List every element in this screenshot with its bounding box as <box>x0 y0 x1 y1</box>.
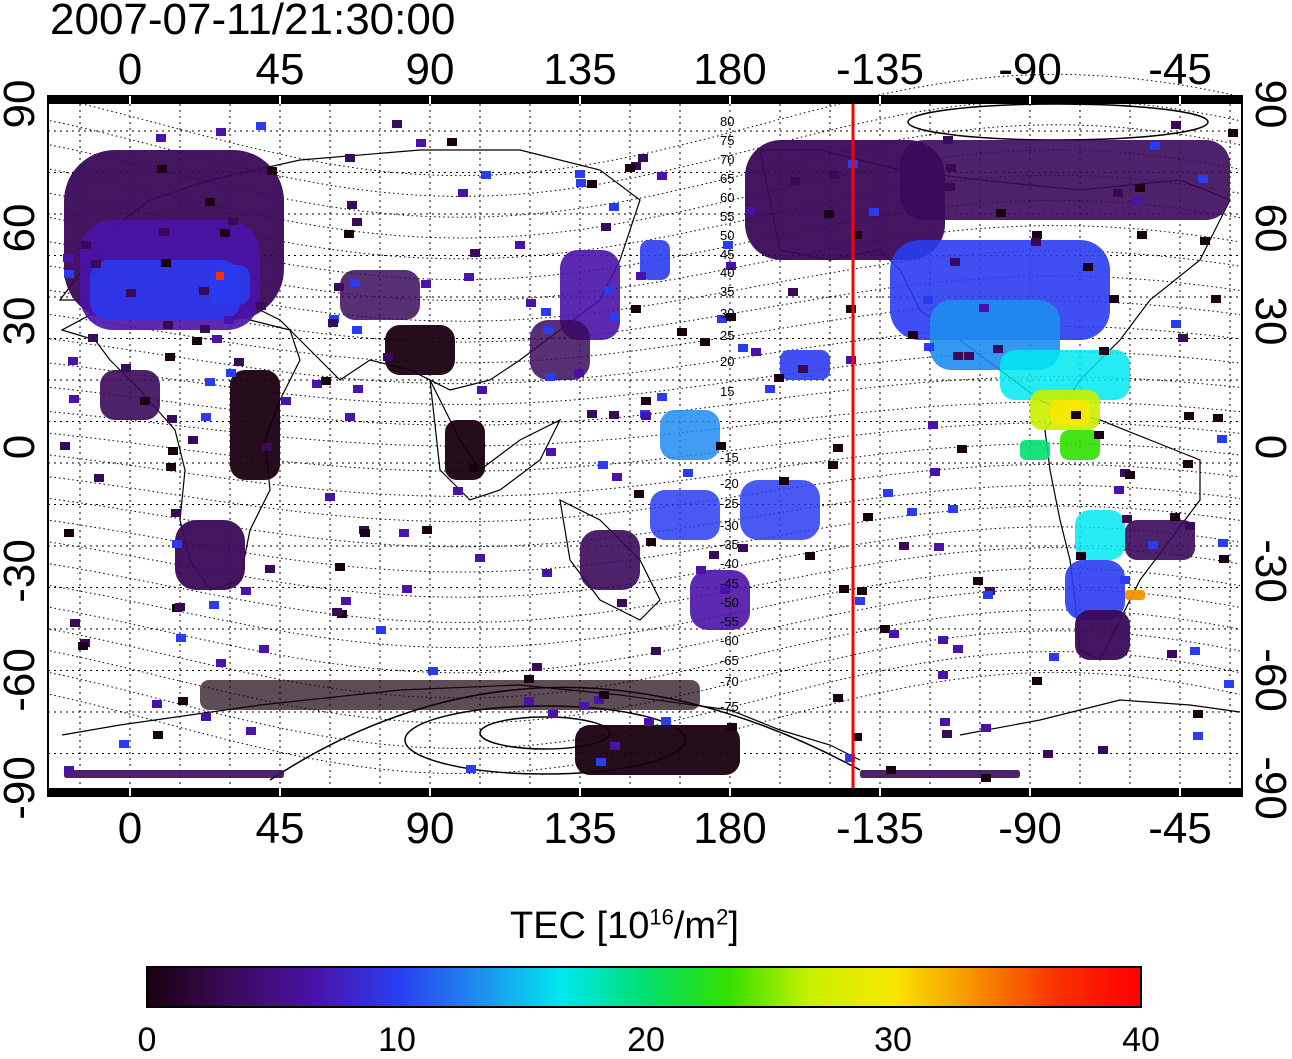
lat-tick-left: -30 <box>0 539 44 603</box>
contour-label: -65 <box>720 653 739 668</box>
lon-tick-bottom: 90 <box>406 804 455 853</box>
lon-tick-bottom: 0 <box>118 804 142 853</box>
colorbar-title: TEC [1016/m2] <box>510 904 739 947</box>
lat-tick-left: 30 <box>0 297 44 346</box>
colorbar-tick-0: 0 <box>137 1021 157 1059</box>
contour-label: 25 <box>720 328 734 343</box>
colorbar-tick-30: 30 <box>874 1021 912 1059</box>
lon-tick-top: -90 <box>998 45 1062 94</box>
contour-label: 40 <box>720 265 734 280</box>
lat-tick-right: -60 <box>1246 648 1292 712</box>
lat-tick-left: -90 <box>0 756 44 820</box>
lon-tick-top: 180 <box>693 45 766 94</box>
contour-label: -60 <box>720 633 739 648</box>
lon-tick-bottom: 135 <box>543 804 616 853</box>
frame-bottom-bar <box>48 788 1242 796</box>
contour-label: -50 <box>720 595 739 610</box>
contour-label: -20 <box>720 476 739 491</box>
left-latitude-axis: 90 60 30 0 -30 -60 -90 <box>0 80 44 820</box>
lat-tick-right: 60 <box>1246 204 1292 253</box>
lat-tick-right: 90 <box>1246 80 1292 129</box>
right-latitude-axis: 90 60 30 0 -30 -60 -90 <box>1246 80 1292 820</box>
lon-tick-top: 135 <box>543 45 616 94</box>
lat-tick-right: 0 <box>1246 435 1292 459</box>
contour-label: -45 <box>720 576 739 591</box>
contour-label: 55 <box>720 209 734 224</box>
contour-label: 70 <box>720 152 734 167</box>
contour-label: 35 <box>720 284 734 299</box>
colorbar-tick-40: 40 <box>1122 1021 1160 1059</box>
lon-tick-bottom: -90 <box>998 804 1062 853</box>
lon-tick-top: -45 <box>1148 45 1212 94</box>
contour-label: 20 <box>720 354 734 369</box>
lat-tick-right: 30 <box>1246 297 1292 346</box>
lon-tick-bottom: 45 <box>256 804 305 853</box>
contour-label: -40 <box>720 556 739 571</box>
contour-label: 65 <box>720 171 734 186</box>
contour-labels: 80 75 70 65 60 55 50 45 40 35 30 25 20 15 -15 -20 -25 -30… <box>720 114 739 714</box>
frame-top-bar <box>48 96 1242 104</box>
contour-label: 15 <box>720 384 734 399</box>
bottom-longitude-axis: 0 45 90 135 180 -135 -90 -45 <box>118 788 1212 853</box>
lon-tick-top: 90 <box>406 45 455 94</box>
lat-tick-right: -30 <box>1246 539 1292 603</box>
contour-label: 30 <box>720 306 734 321</box>
map-title: 2007-07-11/21:30:00 <box>50 0 456 44</box>
contour-label: -30 <box>720 518 739 533</box>
lon-tick-top: 45 <box>256 45 305 94</box>
tec-map: 80 75 70 65 60 55 50 45 40 35 30 25 20 15 -15 -20 -25 -30… <box>0 45 1292 853</box>
contour-label: -25 <box>720 496 739 511</box>
contour-label: -70 <box>720 674 739 689</box>
lat-tick-right: -90 <box>1246 756 1292 820</box>
colorbar <box>146 966 1142 1008</box>
lon-tick-top: -135 <box>836 45 924 94</box>
lon-tick-bottom: -45 <box>1148 804 1212 853</box>
colorbar-tick-20: 20 <box>627 1021 665 1059</box>
lat-tick-left: 60 <box>0 204 44 253</box>
lon-tick-bottom: -135 <box>836 804 924 853</box>
contour-label: 80 <box>720 114 734 129</box>
contour-label: -75 <box>720 699 739 714</box>
contour-label: 45 <box>720 247 734 262</box>
colorbar-tick-10: 10 <box>378 1021 416 1059</box>
map-frame <box>47 95 1243 797</box>
lon-tick-top: 0 <box>118 45 142 94</box>
tec-data-patches <box>60 120 1238 782</box>
contour-label: -15 <box>720 450 739 465</box>
lon-tick-bottom: 180 <box>693 804 766 853</box>
lat-tick-left: 0 <box>0 435 44 459</box>
contour-label: 50 <box>720 228 734 243</box>
lat-tick-left: 90 <box>0 80 44 129</box>
lat-tick-left: -60 <box>0 648 44 712</box>
top-longitude-axis: 0 45 90 135 180 -135 -90 -45 <box>118 45 1212 104</box>
contour-label: -35 <box>720 537 739 552</box>
contour-label: 75 <box>720 133 734 148</box>
contour-label: -55 <box>720 614 739 629</box>
contour-label: 60 <box>720 190 734 205</box>
